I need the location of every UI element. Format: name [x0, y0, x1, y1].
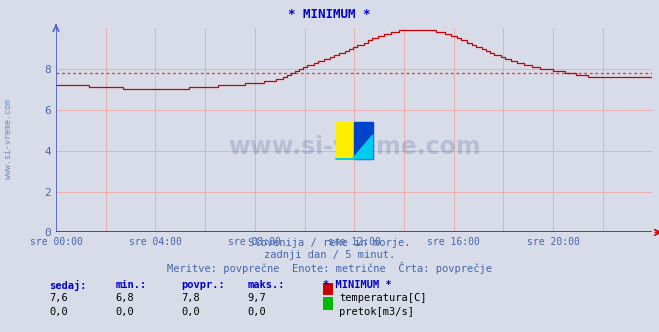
- Text: 0,0: 0,0: [247, 307, 266, 317]
- Text: www.si-vreme.com: www.si-vreme.com: [4, 100, 13, 179]
- Bar: [335, 122, 355, 159]
- Text: maks.:: maks.:: [247, 280, 285, 290]
- Text: pretok[m3/s]: pretok[m3/s]: [339, 307, 415, 317]
- Text: www.si-vreme.com: www.si-vreme.com: [228, 135, 480, 159]
- Text: * MINIMUM *: * MINIMUM *: [323, 280, 391, 290]
- Text: 7,8: 7,8: [181, 293, 200, 303]
- Text: 0,0: 0,0: [115, 307, 134, 317]
- Text: 0,0: 0,0: [181, 307, 200, 317]
- Text: 0,0: 0,0: [49, 307, 68, 317]
- Text: temperatura[C]: temperatura[C]: [339, 293, 427, 303]
- Text: 6,8: 6,8: [115, 293, 134, 303]
- Text: 9,7: 9,7: [247, 293, 266, 303]
- Text: min.:: min.:: [115, 280, 146, 290]
- Text: povpr.:: povpr.:: [181, 280, 225, 290]
- Text: sedaj:: sedaj:: [49, 280, 87, 290]
- Polygon shape: [335, 135, 373, 159]
- Text: 7,6: 7,6: [49, 293, 68, 303]
- Bar: [354, 122, 373, 159]
- Text: Slovenija / reke in morje.: Slovenija / reke in morje.: [248, 238, 411, 248]
- Text: * MINIMUM *: * MINIMUM *: [288, 8, 371, 21]
- Text: zadnji dan / 5 minut.: zadnji dan / 5 minut.: [264, 250, 395, 260]
- Text: Meritve: povprečne  Enote: metrične  Črta: povprečje: Meritve: povprečne Enote: metrične Črta:…: [167, 262, 492, 274]
